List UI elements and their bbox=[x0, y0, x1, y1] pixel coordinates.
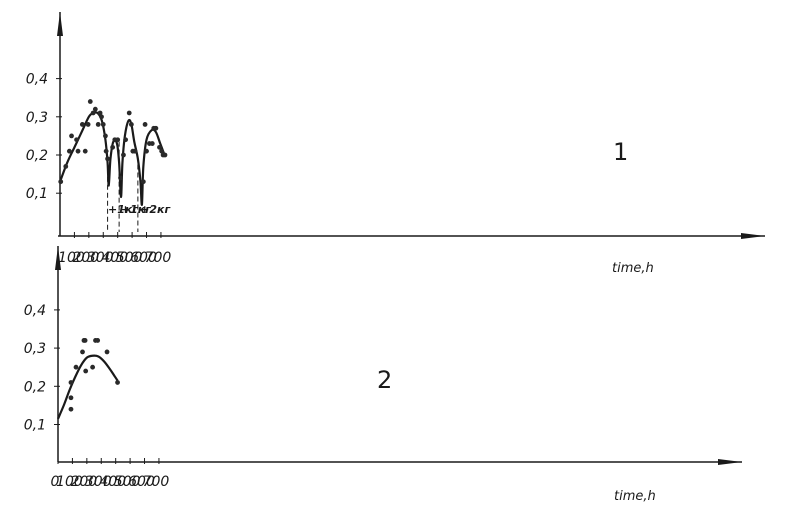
data-point bbox=[149, 141, 155, 146]
data-point bbox=[153, 125, 159, 131]
data-point bbox=[128, 122, 134, 127]
fit-curve-1 bbox=[58, 111, 166, 206]
x-tick-label: 200 bbox=[70, 474, 97, 490]
x-axis-title: time,h bbox=[612, 261, 654, 276]
y-tick-label: 0,3 bbox=[26, 110, 48, 126]
data-point bbox=[90, 110, 96, 116]
event-marker-label: +2кг bbox=[140, 203, 171, 216]
data-point bbox=[82, 148, 88, 154]
x-tick-label: 200 bbox=[72, 250, 99, 266]
x-tick-label: 400 bbox=[101, 250, 128, 266]
data-point bbox=[80, 349, 85, 355]
y-tick-label: 0,2 bbox=[24, 379, 46, 395]
x-tick-label: 400 bbox=[99, 474, 126, 490]
data-point bbox=[85, 122, 91, 127]
data-point bbox=[121, 152, 126, 158]
y-tick-label: 0,4 bbox=[26, 72, 48, 88]
data-point bbox=[103, 148, 109, 154]
data-point bbox=[159, 148, 165, 154]
x-tick-label: 600 bbox=[130, 250, 157, 266]
data-point bbox=[90, 364, 96, 370]
data-point bbox=[68, 406, 74, 412]
x-tick-label: 100 bbox=[56, 474, 83, 490]
y-tick-label: 0,1 bbox=[24, 418, 46, 434]
data-point bbox=[69, 133, 74, 139]
data-point bbox=[103, 133, 108, 139]
data-point bbox=[63, 164, 69, 169]
data-point bbox=[83, 368, 89, 374]
curve-label-1: 1 bbox=[613, 138, 628, 166]
data-point bbox=[66, 148, 72, 154]
x-tick-label: 600 bbox=[128, 474, 155, 490]
data-point bbox=[132, 148, 138, 154]
data-point bbox=[162, 152, 168, 158]
data-point bbox=[144, 148, 149, 154]
x-tick-label: 500 bbox=[114, 474, 141, 490]
data-point bbox=[100, 122, 106, 127]
data-point bbox=[140, 179, 146, 185]
fit-curve-2 bbox=[56, 354, 119, 420]
curve-label-2: 2 bbox=[377, 366, 392, 394]
data-point bbox=[115, 137, 121, 143]
data-point bbox=[95, 122, 101, 127]
y-tick-label: 0,4 bbox=[24, 303, 46, 319]
y-axis-arrow bbox=[55, 246, 61, 270]
data-point bbox=[73, 364, 79, 370]
data-point bbox=[79, 122, 85, 127]
x-tick-label: 700 bbox=[143, 474, 170, 490]
x-tick-label: 300 bbox=[87, 250, 114, 266]
data-point bbox=[74, 137, 79, 143]
x-tick-label: 100 bbox=[58, 250, 85, 266]
data-point bbox=[126, 110, 132, 116]
data-point bbox=[105, 156, 110, 162]
x-tick-label: 0 bbox=[51, 474, 60, 490]
x-axis-title: time,h bbox=[614, 489, 656, 504]
x-tick-label: 700 bbox=[145, 250, 172, 266]
data-point bbox=[82, 338, 88, 343]
data-point bbox=[110, 144, 116, 150]
x-tick-label: 300 bbox=[85, 474, 112, 490]
data-point bbox=[68, 380, 74, 385]
y-tick-label: 0,2 bbox=[26, 148, 48, 164]
data-point bbox=[142, 122, 148, 127]
data-point bbox=[104, 349, 110, 355]
data-point bbox=[115, 380, 120, 385]
data-point bbox=[97, 110, 103, 116]
y-tick-label: 0,1 bbox=[26, 186, 48, 202]
y-tick-label: 0,3 bbox=[24, 341, 46, 357]
data-point bbox=[75, 148, 81, 154]
x-axis-arrow bbox=[741, 233, 765, 239]
chart-panel-2: 01002003004005006007000,10,20,30,4time,h… bbox=[24, 246, 742, 504]
data-point bbox=[92, 106, 98, 112]
event-marker-label: +1кг bbox=[121, 203, 152, 216]
data-point bbox=[157, 144, 162, 150]
data-point bbox=[95, 338, 101, 343]
data-point bbox=[123, 137, 129, 143]
y-axis-arrow bbox=[57, 12, 63, 36]
event-marker-label: +1кг bbox=[108, 203, 139, 216]
data-point bbox=[99, 114, 104, 120]
x-tick-label: 500 bbox=[116, 250, 143, 266]
data-point bbox=[87, 99, 93, 104]
data-point bbox=[58, 179, 64, 185]
x-axis-arrow bbox=[718, 459, 742, 465]
data-point bbox=[68, 395, 74, 401]
